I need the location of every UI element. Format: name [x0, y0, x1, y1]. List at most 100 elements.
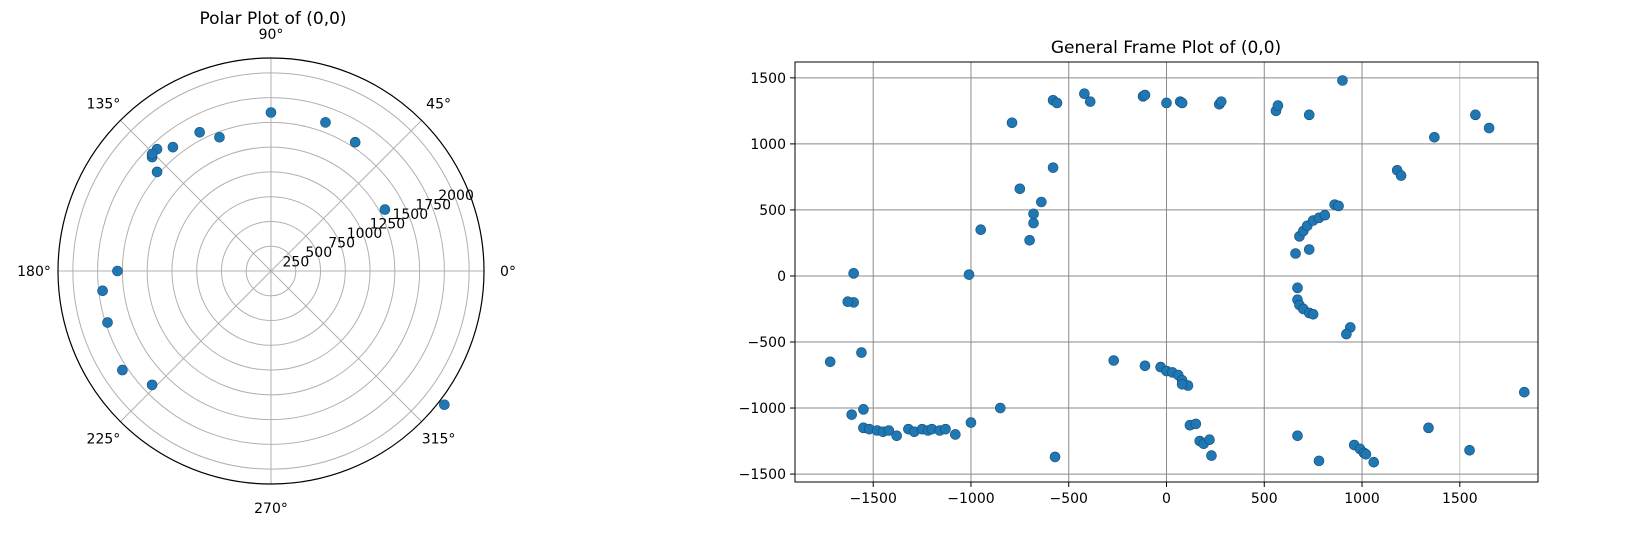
cartesian-point	[1139, 360, 1151, 372]
polar-grid-spoke	[120, 270, 272, 422]
cartesian-point	[1292, 430, 1303, 442]
cartesian-point	[1204, 434, 1215, 446]
cartesian-point	[975, 224, 987, 236]
polar-point	[214, 131, 225, 143]
polar-angle-tick-label: 270°	[254, 501, 288, 517]
cartesian-point	[965, 417, 977, 428]
cartesian-point	[891, 430, 902, 442]
cartesian-point	[1051, 97, 1063, 109]
polar-point	[102, 317, 113, 328]
polar-grid-spoke	[270, 120, 422, 272]
polar-point	[97, 285, 108, 297]
cartesian-point	[1395, 170, 1407, 181]
cartesian-point	[1176, 378, 1188, 390]
cartesian-point	[1272, 100, 1284, 111]
cartesian-point	[858, 404, 869, 415]
cartesian-point	[1206, 450, 1217, 461]
cartesian-point	[1333, 200, 1344, 212]
cartesian-point	[1292, 282, 1303, 294]
cartesian-chart: General Frame Plot of (0,0) −1500 −1000 −5…	[739, 38, 1539, 507]
y-tick-label: −1500	[739, 467, 786, 483]
cartesian-point	[1360, 448, 1372, 460]
cartesian-point	[1215, 96, 1227, 107]
polar-frame	[57, 57, 485, 485]
polar-angle-tick-label: 90°	[259, 27, 284, 43]
cartesian-point	[995, 402, 1006, 414]
cartesian-point	[848, 268, 859, 279]
x-tick-label: −1500	[850, 491, 897, 507]
polar-angle-tick-label: 45°	[426, 96, 451, 112]
cartesian-point	[1108, 355, 1120, 366]
cartesian-title: General Frame Plot of (0,0)	[1051, 38, 1281, 58]
polar-point	[146, 148, 158, 160]
cartesian-point	[1028, 208, 1039, 220]
polar-point	[320, 117, 331, 128]
cartesian-point	[1176, 97, 1188, 109]
cartesian-point	[1483, 122, 1495, 134]
polar-radial-tick-label: 1500	[392, 207, 428, 223]
cartesian-point	[1319, 209, 1331, 221]
y-tick-label: 0	[777, 269, 786, 285]
polar-angle-labels: 0° 45° 90° 135° 180° 225° 270° 315°	[17, 27, 516, 517]
cartesian-point	[1423, 422, 1434, 434]
cartesian-point	[1313, 455, 1325, 467]
y-tick-label: −500	[748, 335, 786, 351]
cartesian-points	[824, 75, 1530, 468]
x-tick-label: 0	[1162, 491, 1171, 507]
polar-point	[117, 364, 128, 376]
cartesian-point	[1303, 244, 1315, 255]
polar-points	[97, 107, 450, 411]
y-tick-label: −1000	[739, 401, 786, 417]
polar-point	[194, 127, 205, 138]
cartesian-point	[1368, 456, 1380, 468]
x-tick-label: −500	[1050, 491, 1088, 507]
cartesian-point	[1464, 445, 1475, 456]
y-tick-label: 500	[759, 203, 786, 219]
polar-point	[439, 399, 450, 411]
polar-grid-spoke	[270, 270, 422, 422]
cartesian-point	[1307, 308, 1319, 320]
cartesian-point	[842, 296, 854, 308]
polar-angle-tick-label: 0°	[500, 264, 516, 280]
x-tick-label: −1000	[947, 491, 994, 507]
y-axis-ticks: −1500 −1000 −500 0 500 1000 1500	[739, 71, 795, 483]
polar-radial-tick-label: 250	[283, 255, 310, 271]
x-tick-label: 1000	[1344, 491, 1380, 507]
polar-radial-tick-label: 1000	[347, 226, 383, 242]
polar-radial-tick-label: 2000	[438, 188, 474, 204]
cartesian-point	[1028, 217, 1039, 229]
polar-grid	[58, 58, 484, 484]
y-tick-label: 1500	[750, 71, 786, 87]
polar-point	[146, 379, 158, 391]
polar-radial-tick-label: 1250	[370, 217, 406, 233]
polar-radial-tick-label: 750	[328, 236, 355, 252]
cartesian-point	[940, 423, 951, 435]
cartesian-point	[1429, 131, 1440, 143]
cartesian-point	[963, 269, 975, 280]
cartesian-point	[856, 347, 867, 358]
polar-point	[112, 265, 123, 277]
cartesian-point	[1006, 117, 1018, 129]
polar-point	[151, 166, 163, 178]
polar-angle-tick-label: 135°	[87, 96, 121, 112]
cartesian-point	[1519, 386, 1530, 398]
x-tick-label: 500	[1251, 491, 1278, 507]
polar-angle-tick-label: 180°	[17, 264, 51, 280]
cartesian-point	[1139, 89, 1151, 101]
cartesian-point	[1337, 75, 1348, 86]
x-tick-label: 1500	[1442, 491, 1478, 507]
cartesian-point	[950, 429, 961, 440]
cartesian-grid	[795, 62, 1538, 482]
cartesian-point	[824, 356, 836, 368]
cartesian-point	[1084, 96, 1096, 107]
polar-point	[379, 204, 391, 215]
cartesian-point	[1290, 248, 1301, 259]
polar-chart: Polar Plot of (0,0) 25050075010001250150…	[17, 9, 516, 517]
cartesian-point	[1024, 235, 1035, 246]
cartesian-point	[1047, 162, 1059, 173]
polar-angle-tick-label: 225°	[87, 432, 121, 448]
cartesian-point	[1190, 418, 1202, 430]
polar-point	[265, 107, 277, 118]
y-tick-label: 1000	[750, 137, 786, 153]
